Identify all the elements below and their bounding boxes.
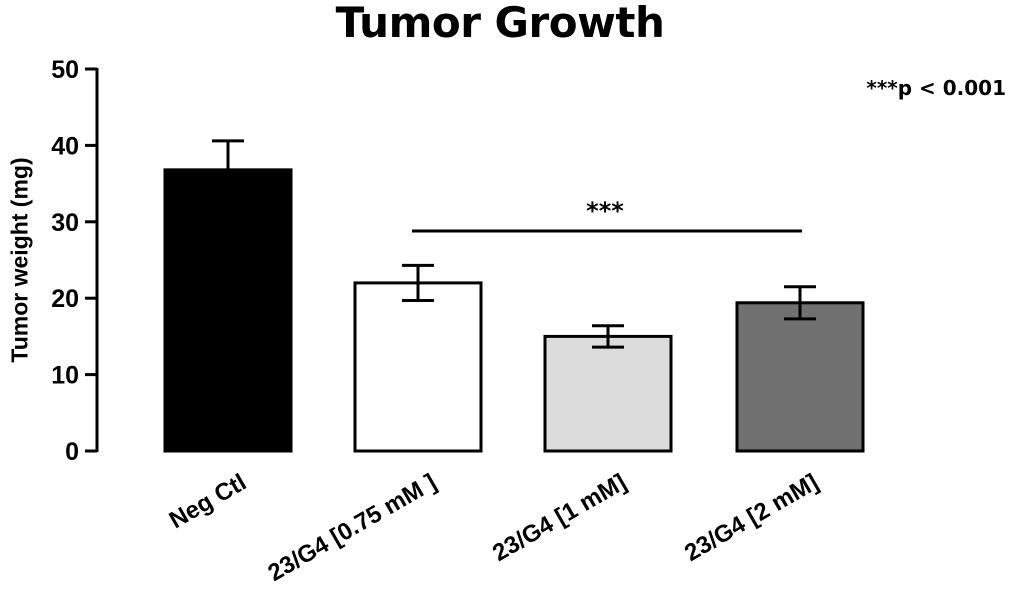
- y-tick-label: 20: [51, 285, 79, 313]
- bar: [353, 281, 483, 453]
- y-tick-label: 10: [51, 362, 79, 390]
- bar: [543, 334, 673, 453]
- x-tick-label: 23/G4 [1 mM]: [488, 469, 631, 567]
- y-tick-label: 30: [51, 209, 79, 237]
- x-tick-label: Neg Ctl: [165, 469, 251, 534]
- significance-note: ***p < 0.001: [866, 76, 1006, 100]
- significance-label: ***: [586, 197, 624, 225]
- y-tick-label: 0: [65, 438, 79, 466]
- bar: [163, 168, 293, 453]
- x-tick-label: 23/G4 [2 mM]: [680, 469, 823, 567]
- x-tick-label: 23/G4 [0.75 mM ]: [263, 469, 441, 587]
- y-tick-label: 50: [51, 56, 79, 84]
- bar: [735, 301, 865, 453]
- y-tick-label: 40: [51, 132, 79, 160]
- chart-title: Tumor Growth: [335, 0, 665, 47]
